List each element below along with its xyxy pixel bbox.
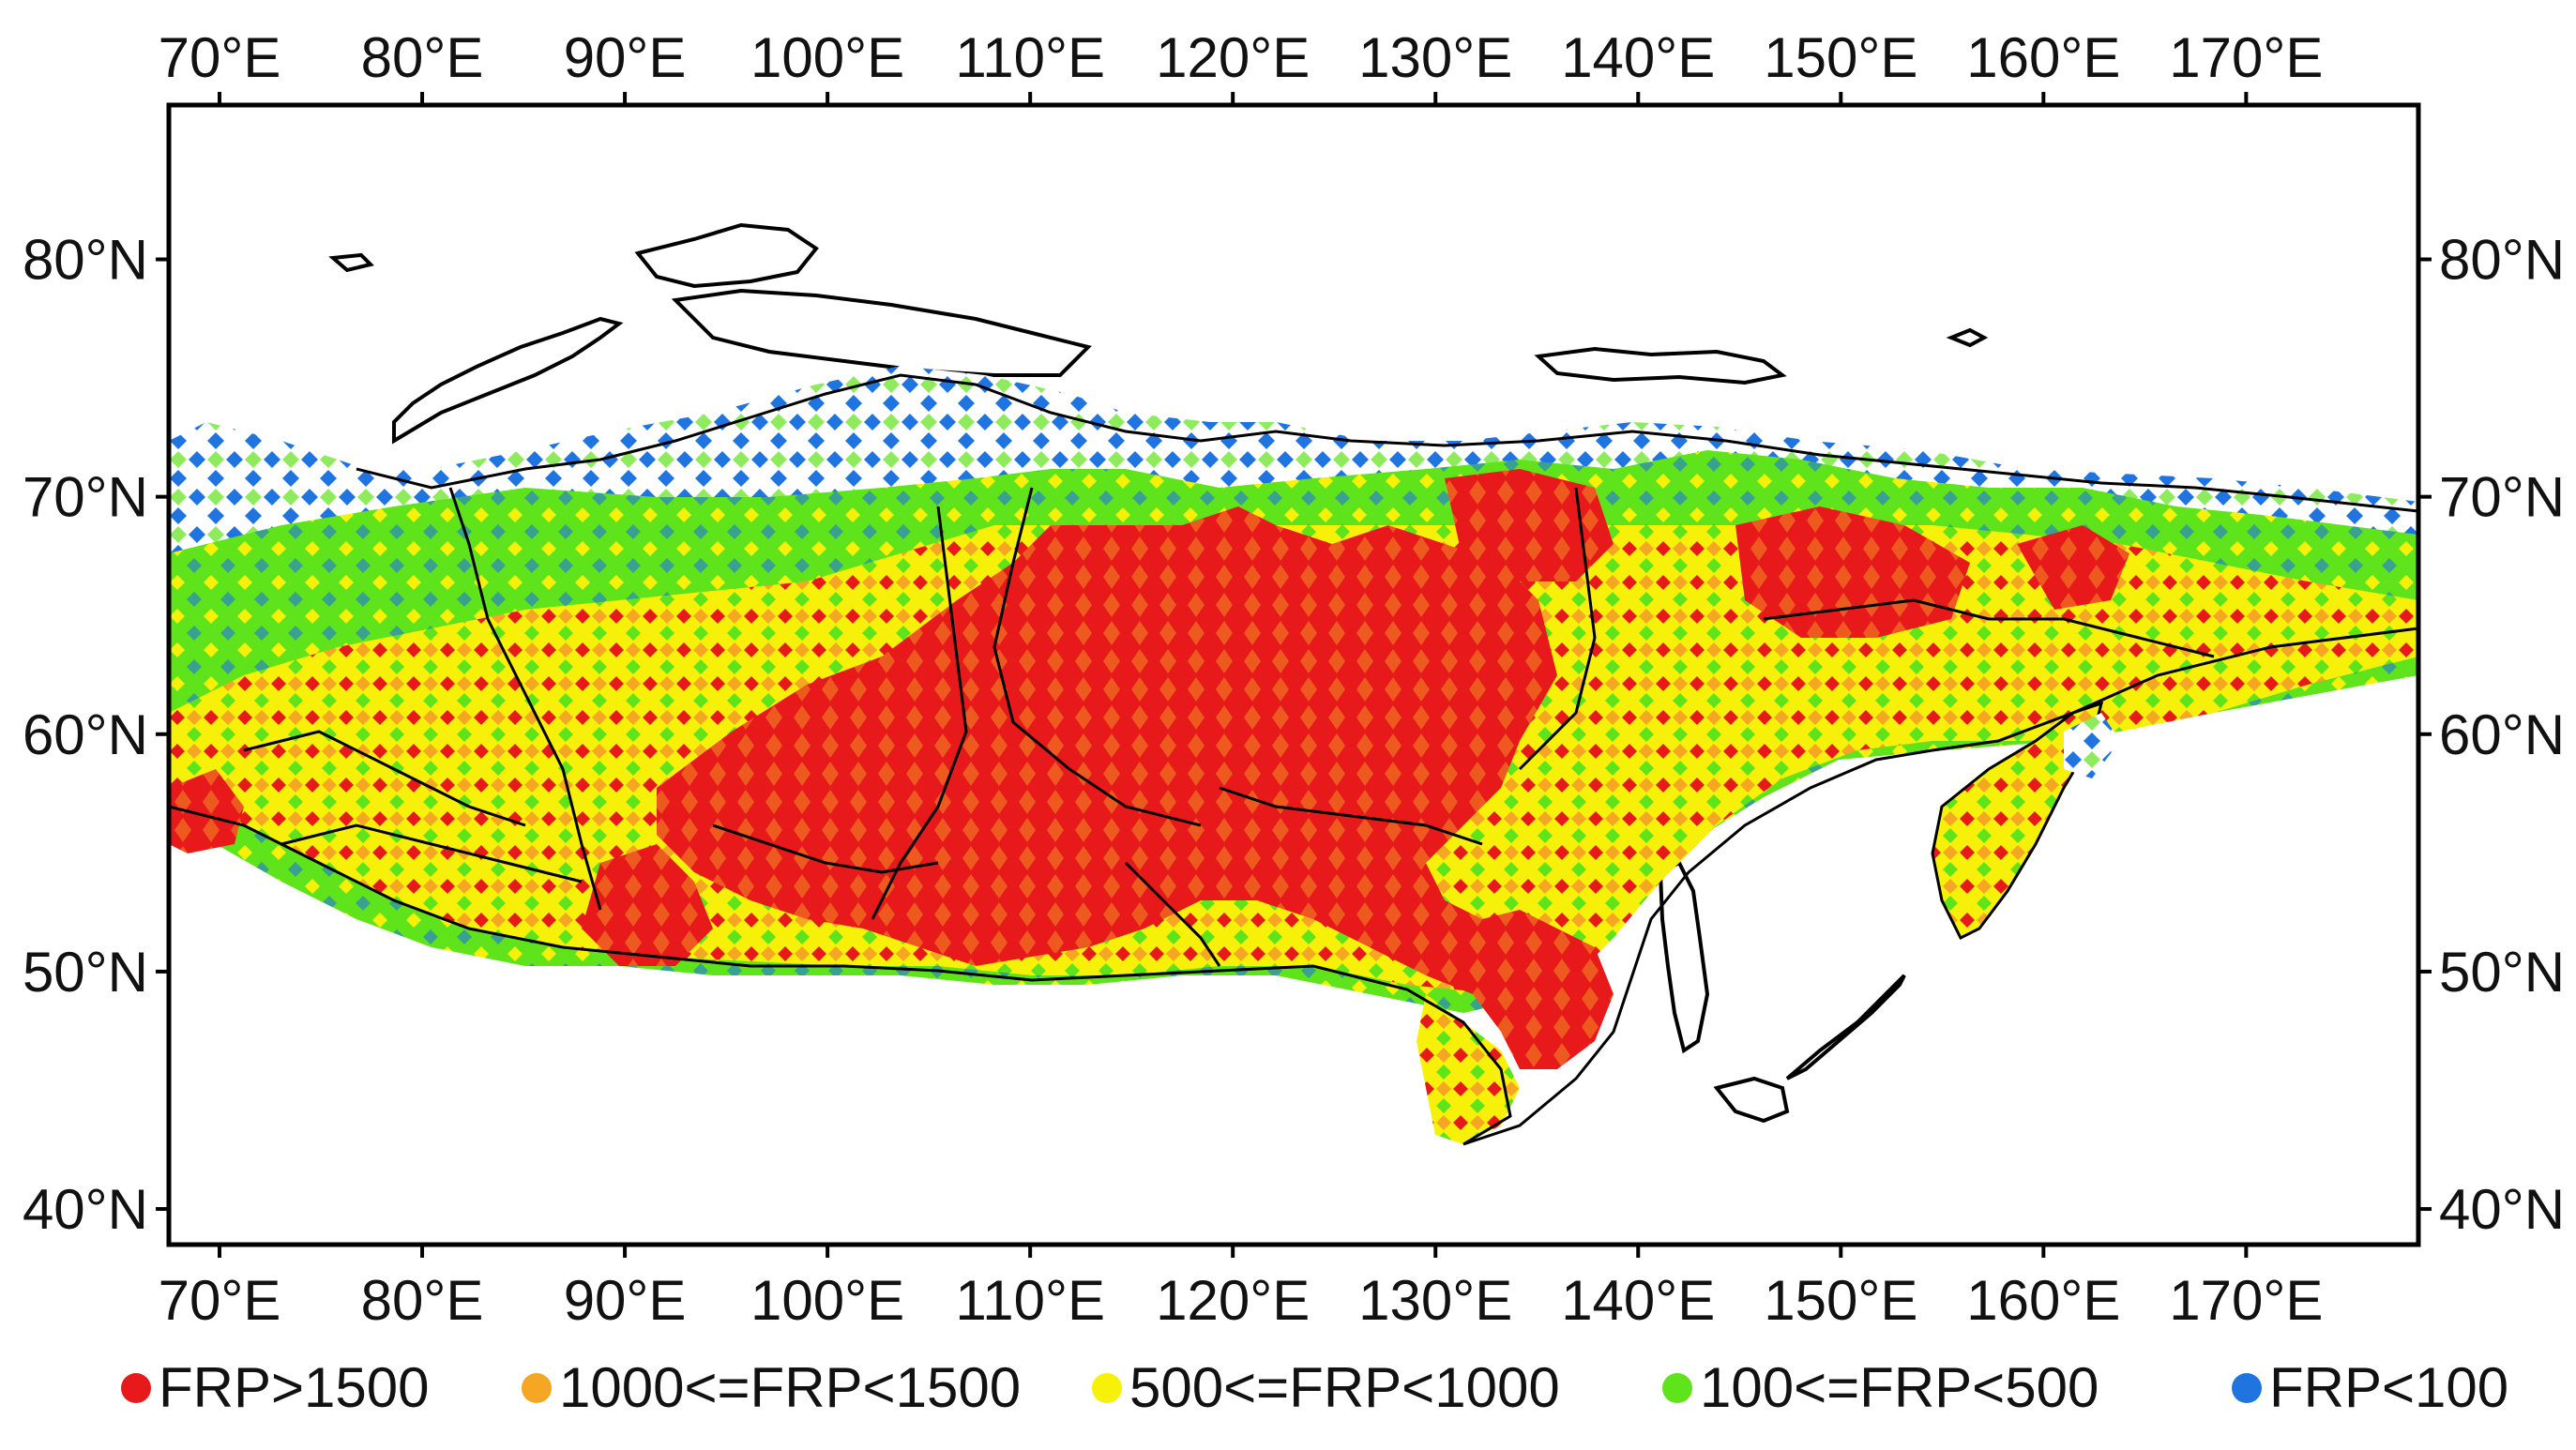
- legend-item: FRP>1500: [121, 1356, 430, 1419]
- legend: FRP>1500 1000<=FRP<1500 500<=FRP<1000 100<=…: [121, 1356, 2508, 1419]
- top-lon-tick-label: 70°E: [159, 26, 281, 89]
- right-lat-tick-label: 60°N: [2439, 703, 2565, 766]
- legend-label: 100<=FRP<500: [1700, 1356, 2099, 1419]
- right-lat-tick-label: 40°N: [2439, 1178, 2565, 1241]
- bottom-lon-tick-label: 170°E: [2169, 1269, 2323, 1332]
- left-lat-tick-label: 60°N: [23, 703, 148, 766]
- admin-boundary-5: [1518, 487, 1597, 771]
- left-lat-tick-label: 70°N: [23, 466, 148, 529]
- admin-boundary-6: [1763, 598, 2215, 658]
- wrangel-island: [1946, 327, 1989, 348]
- top-lon-tick-label: 170°E: [2169, 26, 2323, 89]
- bottom-lon-tick-label: 90°E: [564, 1269, 687, 1332]
- fire-zone-very-high: [657, 506, 1614, 1069]
- top-lon-tick-label: 130°E: [1358, 26, 1512, 89]
- left-lat-tick-label: 50°N: [23, 941, 148, 1004]
- fire-zone-very-high-magadan: [1735, 506, 1970, 638]
- bottom-lon-tick-label: 160°E: [1966, 1269, 2120, 1332]
- admin-boundary-8: [280, 823, 583, 884]
- legend-swatch: [2232, 1373, 2262, 1403]
- bottom-lon-tick-label: 100°E: [750, 1269, 904, 1332]
- map-area: [169, 222, 2418, 1146]
- franz-josef-land: [328, 252, 374, 273]
- admin-boundary-7: [243, 730, 526, 827]
- admin-boundary-10: [1124, 861, 1221, 967]
- admin-boundary-4: [1219, 786, 1483, 846]
- legend-item: FRP<100: [2232, 1356, 2508, 1419]
- legend-swatch: [1662, 1373, 1692, 1403]
- hokkaido: [1713, 1076, 1790, 1124]
- top-lon-tick-label: 90°E: [564, 26, 687, 89]
- bottom-lon-tick-label: 80°E: [361, 1269, 484, 1332]
- top-lon-tick-label: 80°E: [361, 26, 484, 89]
- map-frame: [166, 102, 2421, 1247]
- legend-swatch: [1092, 1373, 1122, 1403]
- fire-zone-very-high-southwest: [169, 769, 244, 853]
- legend-item: 100<=FRP<500: [1662, 1356, 2099, 1419]
- axis-ticks: 70°E 80°E 90°E 100°E 110°E 120°E 130°E 140°E 150…: [23, 26, 2565, 1332]
- arctic-coast: [356, 373, 2418, 513]
- new-siberian-islands: [1534, 346, 1787, 385]
- legend-label: 1000<=FRP<1500: [559, 1356, 1021, 1419]
- bottom-lon-tick-label: 150°E: [1764, 1269, 1917, 1332]
- top-lon-tick-label: 110°E: [955, 26, 1105, 89]
- southern-border: [169, 805, 1512, 1146]
- novaya-zemlya: [392, 316, 624, 445]
- taymyr-peninsula: [671, 288, 1092, 377]
- kuril-islands: [1785, 974, 1906, 1080]
- left-lat-tick-label: 40°N: [23, 1178, 148, 1241]
- bottom-lon-tick-label: 130°E: [1358, 1269, 1512, 1332]
- primorye: [1417, 994, 1520, 1144]
- legend-label: FRP<100: [2269, 1356, 2508, 1419]
- bottom-lon-tick-label: 120°E: [1156, 1269, 1310, 1332]
- right-lat-tick-label: 80°N: [2439, 229, 2565, 292]
- boundaries: [169, 373, 2418, 1146]
- bottom-lon-tick-label: 140°E: [1561, 1269, 1715, 1332]
- left-lat-tick-label: 80°N: [23, 229, 148, 292]
- kamchatka: [1931, 701, 2104, 941]
- legend-item: 500<=FRP<1000: [1092, 1356, 1560, 1419]
- right-lat-tick-label: 70°N: [2439, 466, 2565, 529]
- legend-swatch: [522, 1373, 552, 1403]
- pacific-coast: [1462, 627, 2418, 1146]
- bottom-lon-tick-label: 110°E: [955, 1269, 1105, 1332]
- arctic-islands: [328, 222, 1989, 1124]
- sakhalin: [1658, 860, 1710, 1054]
- admin-boundary-9: [712, 823, 939, 874]
- admin-boundary-3: [993, 487, 1202, 827]
- top-lon-tick-label: 150°E: [1764, 26, 1917, 89]
- fire-zone-very-high-altai: [582, 844, 713, 966]
- bottom-lon-tick-label: 70°E: [159, 1269, 281, 1332]
- legend-item: 1000<=FRP<1500: [522, 1356, 1021, 1419]
- top-lon-tick-label: 120°E: [1156, 26, 1310, 89]
- right-lat-tick-label: 50°N: [2439, 941, 2565, 1004]
- kamchatka-blue-fringe: [2064, 713, 2120, 778]
- legend-swatch: [121, 1373, 151, 1403]
- top-lon-tick-label: 160°E: [1966, 26, 2120, 89]
- fire-zone-very-high-northeast: [1445, 469, 1614, 582]
- severnaya-zemlya: [634, 222, 819, 289]
- admin-boundary-2: [871, 506, 968, 920]
- admin-boundary-1: [448, 487, 602, 911]
- top-lon-tick-label: 100°E: [750, 26, 904, 89]
- legend-label: FRP>1500: [159, 1356, 430, 1419]
- legend-label: 500<=FRP<1000: [1129, 1356, 1560, 1419]
- top-lon-tick-label: 140°E: [1561, 26, 1715, 89]
- fire-zone-very-high-chukotka: [2017, 525, 2129, 610]
